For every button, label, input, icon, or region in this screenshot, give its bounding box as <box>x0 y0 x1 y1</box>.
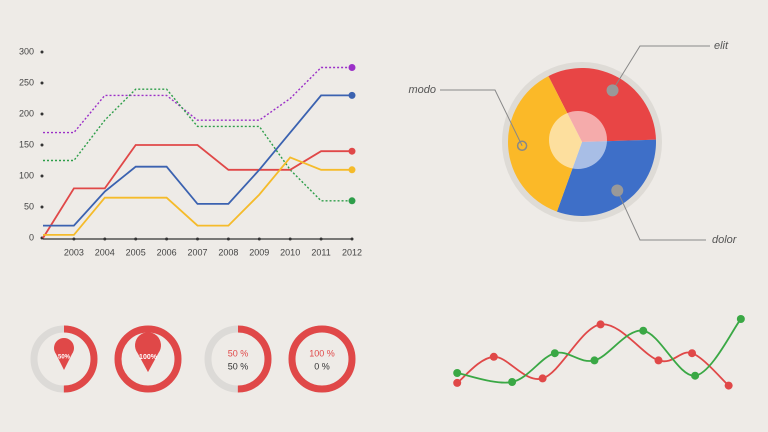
gauge-pin <box>135 332 161 373</box>
y-tick-label: 100 <box>19 170 34 180</box>
x-tick <box>134 237 138 241</box>
gauge-label: 100 % <box>309 348 335 358</box>
curve-dot <box>736 315 745 323</box>
end-dot <box>348 197 356 205</box>
y-tick-label: 150 <box>19 139 34 149</box>
curve-dot <box>508 378 517 386</box>
y-tick-label: 50 <box>24 201 34 211</box>
end-dot <box>348 147 356 155</box>
y-tick <box>40 143 44 147</box>
curve-dot <box>691 371 700 380</box>
x-tick <box>350 237 354 241</box>
series-line <box>43 156 352 236</box>
series-line <box>42 144 352 239</box>
pie-slice <box>507 76 582 212</box>
y-tick-label: 300 <box>19 46 34 56</box>
series-line <box>43 94 352 227</box>
curve-dot <box>639 326 648 335</box>
gauge-arc <box>288 325 356 393</box>
x-tick-label: 2005 <box>126 247 146 257</box>
x-tick-label: 2007 <box>187 247 207 257</box>
curve-line <box>456 323 730 387</box>
gauge-remainder: 0 % <box>314 361 330 371</box>
curve-dot <box>453 369 462 377</box>
curve-dot <box>654 356 663 365</box>
y-tick <box>40 50 44 54</box>
slice-dot <box>516 140 528 152</box>
x-tick-label: 2010 <box>280 247 300 257</box>
curve-dot <box>550 349 559 358</box>
y-tick-label: 250 <box>19 77 34 87</box>
curve-dot <box>538 374 547 383</box>
x-tick-label: 2012 <box>342 247 362 257</box>
end-dot <box>348 91 356 99</box>
leader-line <box>440 89 523 146</box>
gauge-arc <box>30 325 98 393</box>
x-tick <box>165 237 169 241</box>
y-tick <box>40 205 44 209</box>
x-tick <box>288 237 292 241</box>
x-tick <box>257 237 261 241</box>
gauge-label: 100% <box>139 354 158 361</box>
gauge-arc <box>114 325 182 393</box>
curve-line <box>457 318 742 384</box>
leader-line <box>616 190 706 241</box>
x-tick <box>226 237 230 241</box>
slice-label: modo <box>408 84 436 96</box>
slice-label: elit <box>714 40 729 52</box>
gauge-arc <box>204 325 272 393</box>
y-tick <box>40 81 44 85</box>
curve-dot <box>489 352 498 361</box>
curve-dot <box>590 356 599 365</box>
series-line <box>43 66 352 134</box>
end-dot <box>348 64 356 71</box>
y-tick-label: 0 <box>29 232 34 242</box>
x-tick-label: 2011 <box>311 247 330 257</box>
x-tick <box>103 237 107 241</box>
x-tick-label: 2009 <box>249 247 269 257</box>
x-tick-label: 2004 <box>95 247 115 257</box>
gauge-pin <box>54 338 74 370</box>
leader-line <box>612 45 710 91</box>
x-tick-label: 2006 <box>157 247 177 257</box>
gauge-remainder: 50 % <box>228 361 249 371</box>
end-dot <box>348 166 356 174</box>
y-tick-label: 200 <box>19 108 34 118</box>
series-line <box>43 88 352 202</box>
y-tick <box>40 174 44 178</box>
x-tick <box>196 237 199 241</box>
curve-dot <box>688 349 697 358</box>
gauge-label: 50 % <box>228 348 249 358</box>
slice-label: dolor <box>712 234 738 246</box>
gauge-label: 50% <box>58 355 71 361</box>
curve-dot <box>453 378 462 387</box>
curve-dot <box>596 320 605 329</box>
x-tick <box>319 237 323 241</box>
x-tick <box>72 237 76 241</box>
curve-dot <box>724 381 733 390</box>
x-tick-label: 2008 <box>218 247 238 257</box>
pie-center <box>549 111 607 169</box>
slice-dot <box>606 84 619 97</box>
slice-dot <box>611 184 624 197</box>
y-tick <box>40 112 44 116</box>
x-tick-label: 2003 <box>64 247 84 257</box>
